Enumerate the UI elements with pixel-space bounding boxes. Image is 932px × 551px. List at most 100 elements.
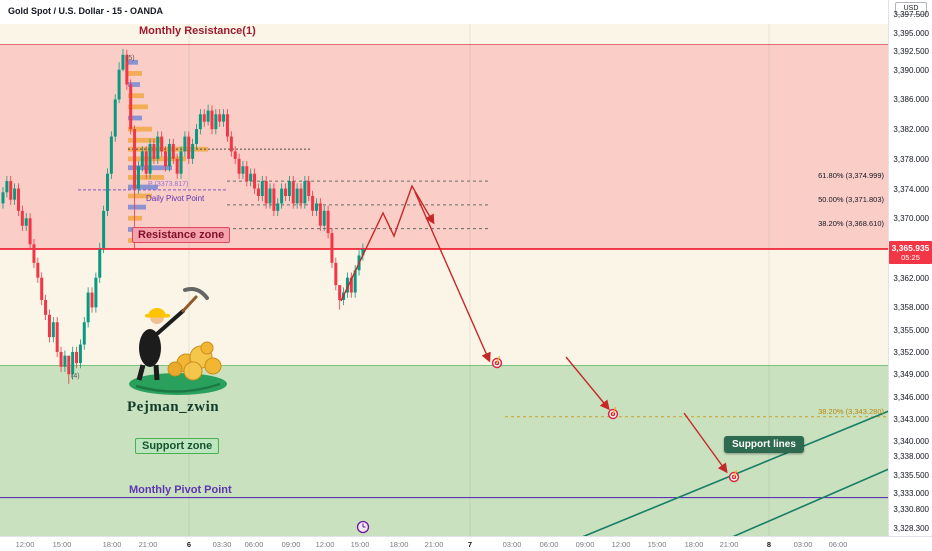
time-axis-label: 8 (766, 540, 772, 549)
volume-profile-bar (128, 93, 144, 99)
time-axis[interactable]: 12:00 15:00 18:00 21:00 6 03:30 06:00 09:00 12:0… (0, 536, 932, 551)
candle-body (90, 292, 94, 308)
time-axis-label: 18:00 (684, 540, 704, 549)
candle-body (229, 136, 233, 152)
candle-body (86, 292, 90, 323)
candle-body (307, 181, 311, 196)
projection-arrow[interactable] (414, 191, 491, 363)
candle-body (179, 151, 183, 174)
candle-body (303, 181, 307, 204)
candle-body (160, 136, 164, 152)
volume-profile-bar (128, 193, 152, 199)
candle-body (67, 355, 71, 375)
support-trend-line[interactable] (548, 410, 889, 550)
candle-body (322, 210, 326, 226)
volume-profile-bar (128, 59, 138, 65)
price-axis-label: 3,343.000 (893, 414, 929, 424)
support-trend-line[interactable] (700, 468, 889, 550)
candle-body (195, 129, 198, 144)
candle-body (63, 355, 67, 367)
price-axis[interactable]: USD 3,397.500 3,395.000 3,392.500 3,390.000… (888, 0, 932, 536)
symbol-title[interactable]: Gold Spot / U.S. Dollar - 15 - OANDA (8, 6, 164, 16)
candle-body (318, 203, 322, 226)
miner-mascot-graphic (129, 287, 227, 395)
target-icon[interactable] (491, 355, 503, 369)
price-axis-label: 3,333.000 (893, 489, 929, 499)
volume-profile-bar (128, 204, 146, 210)
candle-body (105, 173, 109, 211)
candle-body (206, 110, 210, 122)
time-axis-label: 15:00 (350, 540, 370, 549)
candle-body (256, 188, 260, 196)
candle-body (140, 151, 144, 167)
target-icon[interactable] (607, 406, 619, 420)
candle-body (280, 188, 284, 204)
volume-profile-bar (128, 82, 140, 87)
candle-body (55, 322, 59, 352)
candle-body (47, 314, 51, 338)
candle-body (210, 110, 214, 130)
candle-body (121, 54, 125, 70)
projection-arrow[interactable] (340, 184, 435, 302)
candle-body (13, 188, 17, 200)
alert-clock-icon[interactable] (356, 520, 370, 534)
candle-body (353, 270, 357, 293)
target-icon[interactable] (728, 469, 740, 483)
price-axis-label: 3,328.300 (893, 524, 929, 533)
candle-body (218, 114, 222, 122)
candle-body (191, 143, 195, 159)
projection-arrow[interactable] (683, 412, 728, 474)
volume-profile-bar (128, 184, 158, 190)
current-price-badge: 3,365.935 05:25 (889, 241, 932, 265)
candle-body (287, 181, 291, 196)
candle-body (171, 143, 175, 159)
candle-body (291, 181, 295, 204)
current-price-value: 3,365.935 (891, 243, 930, 254)
price-axis-label: 3,374.000 (893, 184, 929, 194)
candle-body (156, 136, 160, 159)
time-axis-label: 06:00 (539, 540, 559, 549)
candle-body (136, 166, 140, 189)
candle-body (125, 54, 129, 85)
candle-body (272, 188, 276, 211)
candle-body (9, 181, 13, 200)
candle-body (40, 277, 44, 300)
bar-countdown: 05:25 (901, 253, 920, 263)
candle-body (198, 114, 202, 130)
candle-body (349, 277, 353, 293)
time-axis-label: 12:00 (611, 540, 631, 549)
candle-body (183, 136, 187, 152)
candle-body (326, 210, 330, 234)
candle-body (276, 203, 280, 211)
candle-body (20, 210, 24, 226)
time-axis-label: 09:00 (575, 540, 595, 549)
time-axis-label: 21:00 (719, 540, 739, 549)
candle-body (1, 192, 5, 204)
projection-arrow[interactable] (565, 356, 610, 411)
time-axis-label: 18:00 (102, 540, 122, 549)
candle-body (117, 69, 121, 100)
time-axis-label: 09:00 (281, 540, 301, 549)
time-axis-label: 12:00 (15, 540, 35, 549)
top-toolbar: Gold Spot / U.S. Dollar - 15 - OANDA (0, 0, 932, 24)
price-axis-label: 3,362.000 (893, 273, 929, 283)
candle-body (144, 151, 148, 174)
candle-body (152, 143, 156, 159)
candle-body (28, 218, 32, 245)
time-axis-label: 7 (467, 540, 473, 549)
candle-body (268, 188, 272, 204)
price-axis-label: 3,352.000 (893, 347, 929, 357)
candle-body (245, 166, 249, 182)
candle-body (237, 158, 241, 174)
candle-body (264, 181, 268, 204)
candle-body (75, 351, 79, 364)
time-axis-label: 03:30 (212, 540, 232, 549)
candle-body (44, 299, 48, 315)
volume-profile-bar (128, 126, 152, 132)
candle-body (148, 143, 152, 174)
candle-body (338, 285, 342, 300)
currency-toggle-button[interactable]: USD (895, 2, 927, 15)
candle-body (109, 136, 113, 174)
candle-body (345, 277, 349, 293)
